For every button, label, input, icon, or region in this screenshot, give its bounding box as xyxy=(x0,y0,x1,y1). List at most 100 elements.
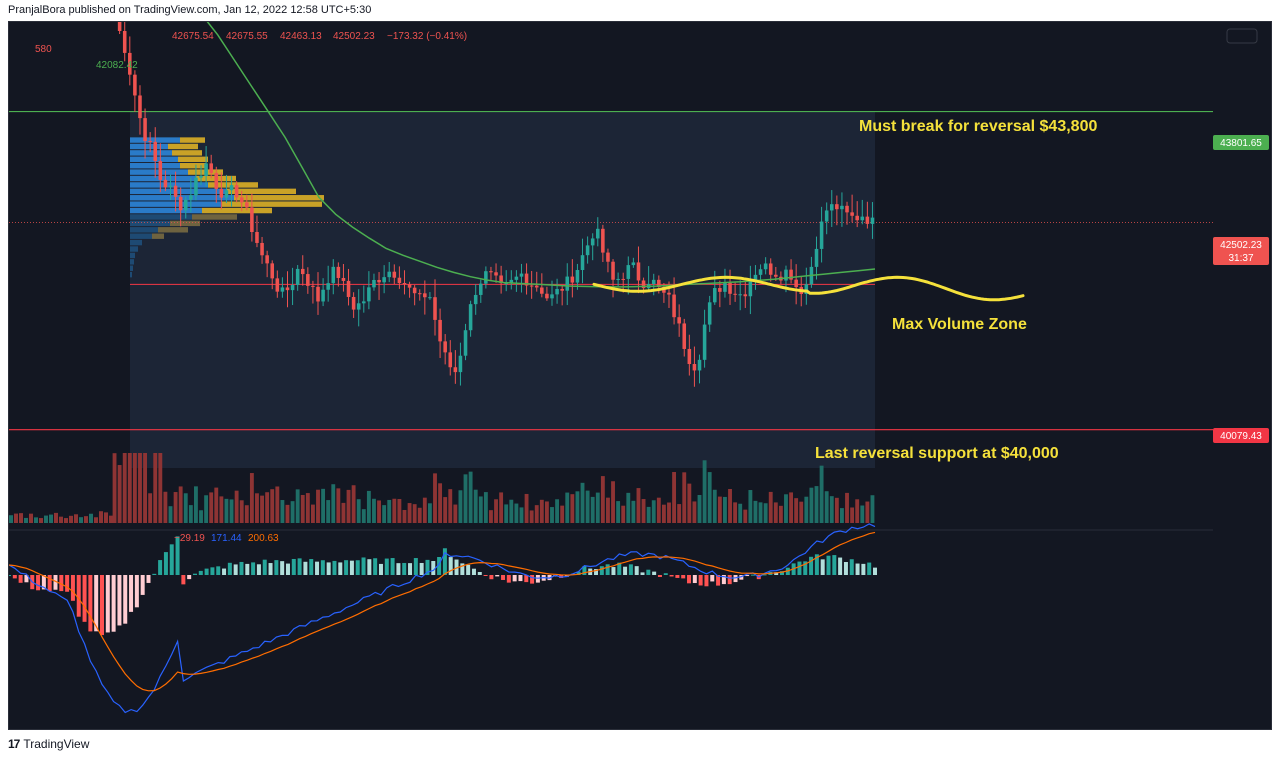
macd-hist-bar xyxy=(832,555,837,575)
volume-bar xyxy=(534,505,539,523)
macd-hist-bar xyxy=(326,562,331,575)
macd-hist-bar xyxy=(187,575,192,580)
svg-text:40079.43: 40079.43 xyxy=(1220,431,1262,442)
candle-body xyxy=(504,283,508,285)
macd-hist-bar xyxy=(198,570,203,575)
candle-body xyxy=(499,275,503,284)
volume-bar xyxy=(270,489,275,523)
chart-settings-button[interactable] xyxy=(1226,28,1258,44)
candle-body xyxy=(611,261,615,280)
macd-hist-bar xyxy=(111,575,116,632)
candle-body xyxy=(641,280,646,289)
candle-body xyxy=(845,205,849,213)
candle-body xyxy=(173,185,178,197)
volume-bar xyxy=(69,515,73,523)
macd-hist-bar xyxy=(41,575,46,590)
candle-body xyxy=(560,288,564,291)
volume-bar xyxy=(631,500,636,523)
macd-hist-bar xyxy=(227,562,232,575)
volume-bar xyxy=(621,505,626,523)
macd-hist-bar xyxy=(576,571,581,575)
macd-hist-bar xyxy=(163,552,168,575)
macd-hist-bar xyxy=(303,561,308,575)
volume-bar xyxy=(672,472,677,523)
max-volume-annotation: Max Volume Zone xyxy=(892,316,1027,333)
candle-body xyxy=(397,277,402,283)
macd-hist-bar xyxy=(617,562,622,575)
candle-body xyxy=(341,277,346,281)
profile-row-buy xyxy=(130,252,135,259)
macd-hist-bar xyxy=(698,575,703,586)
macd-hist-bar xyxy=(24,575,29,583)
profile-row-sell xyxy=(172,150,202,156)
volume-bar xyxy=(443,497,448,523)
volume-bar xyxy=(412,504,417,523)
volume-bar xyxy=(153,453,158,523)
volume-bar xyxy=(163,491,168,523)
candle-body xyxy=(255,232,259,243)
volume-bar xyxy=(489,510,493,523)
candle-body xyxy=(372,279,376,288)
volume-bar xyxy=(855,499,860,523)
macd-hist-bar xyxy=(216,566,221,575)
volume-bar xyxy=(275,486,280,523)
volume-bar xyxy=(819,465,824,523)
candle-body xyxy=(407,284,412,288)
signal-line xyxy=(9,531,876,692)
volume-bar xyxy=(178,486,183,523)
macd-hist-bar xyxy=(692,575,697,584)
candle-body xyxy=(290,284,295,291)
volume-bar xyxy=(845,492,849,523)
candle-body xyxy=(819,221,824,249)
candle-body xyxy=(362,301,366,304)
candle-body xyxy=(733,293,737,295)
macd-hist-bar xyxy=(721,575,726,585)
profile-row-sell xyxy=(234,195,324,201)
candle-body xyxy=(616,278,620,280)
volume-bar xyxy=(453,504,458,523)
macd-hist-bar xyxy=(99,575,104,636)
candle-body xyxy=(204,163,208,176)
macd-hist-bar xyxy=(82,575,87,622)
candle-body xyxy=(509,279,514,284)
macd-hist-bar xyxy=(867,562,872,575)
macd-hist-bar xyxy=(53,575,58,590)
macd-hist-bar xyxy=(559,575,564,578)
macd-hist-bar xyxy=(750,574,755,576)
macd-hist-bar xyxy=(739,575,744,580)
candle-body xyxy=(484,271,488,284)
profile-row-sell xyxy=(170,220,200,227)
volume-bar xyxy=(738,503,743,523)
macd-hist-bar xyxy=(466,564,471,575)
volume-bar xyxy=(234,490,239,523)
macd-hist-bar xyxy=(582,566,587,575)
macd-hist-bar xyxy=(733,575,738,583)
chart-panel[interactable]: 580 42082.42 42675.54 42675.55 42463.13 … xyxy=(8,21,1272,730)
volume-bar xyxy=(326,500,331,523)
candle-body xyxy=(194,177,198,196)
volume-bar xyxy=(697,495,702,523)
candle-body xyxy=(606,252,610,262)
volume-bar xyxy=(702,460,707,523)
volume-bar xyxy=(249,473,254,523)
volume-bar xyxy=(519,507,524,523)
candle-body xyxy=(178,196,183,211)
chart-canvas[interactable]: 580 42082.42 42675.54 42675.55 42463.13 … xyxy=(9,22,1272,730)
candle-body xyxy=(855,215,859,221)
volume-bar xyxy=(183,493,188,523)
candle-body xyxy=(835,204,839,210)
candle-body xyxy=(382,277,386,283)
macd-hist-bar xyxy=(280,561,285,575)
macd-hist-bar xyxy=(291,558,296,575)
macd-pane xyxy=(9,523,1213,714)
volume-bar xyxy=(402,509,407,523)
candle-body xyxy=(534,285,539,288)
ohlc-open: 42675.54 xyxy=(172,31,214,42)
candle-body xyxy=(224,190,229,198)
candle-body xyxy=(356,303,361,310)
profile-row-sell xyxy=(168,143,198,150)
macd-hist-bar xyxy=(18,575,23,583)
volume-bar xyxy=(204,495,209,523)
macd-hist-bar xyxy=(489,575,494,580)
volume-bar xyxy=(372,498,376,523)
